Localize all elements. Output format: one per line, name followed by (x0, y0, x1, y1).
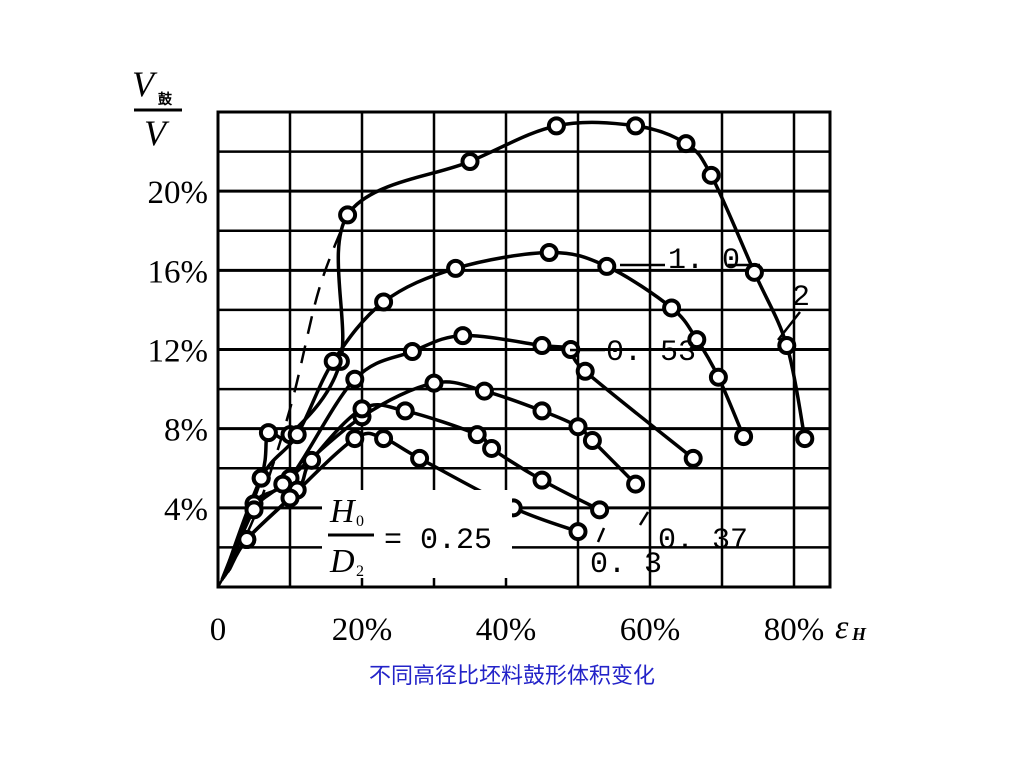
data-point (287, 425, 307, 445)
data-point (258, 423, 278, 443)
x-tick-label: 60% (620, 612, 681, 648)
x-tick-labels: 0 20% 40% 60% 80% (210, 612, 825, 648)
data-point (532, 470, 552, 490)
y-tick-label: 20% (148, 175, 209, 211)
data-point (626, 474, 646, 494)
series-dashed-2 (216, 214, 349, 588)
leader-line (638, 511, 650, 526)
data-point (374, 292, 394, 312)
data-point (734, 427, 754, 447)
data-point (676, 134, 696, 154)
y-tick-label: 8% (164, 413, 208, 449)
data-point (345, 369, 365, 389)
data-point (352, 399, 372, 419)
leader-line (777, 311, 801, 341)
series-labels: 2 1. 0 0. 53 0. 370. 3 (570, 244, 810, 582)
data-point (424, 373, 444, 393)
svg-text:V: V (144, 113, 170, 153)
data-point (280, 488, 300, 508)
data-point (568, 417, 588, 437)
svg-text:H: H (851, 624, 867, 644)
data-point (244, 500, 264, 520)
chart-grid (216, 110, 832, 589)
x-tick-label: 20% (332, 612, 393, 648)
y-tick-label: 12% (148, 334, 209, 370)
series-label-2: 2 (792, 281, 810, 315)
data-point (395, 401, 415, 421)
data-point (708, 367, 728, 387)
svg-text:V: V (132, 64, 158, 104)
x-tick-label: 0 (210, 612, 227, 648)
data-point (701, 165, 721, 185)
figure-caption: 不同高径比坯料鼓形体积变化 (368, 664, 655, 689)
data-point (575, 361, 595, 381)
data-point (302, 450, 322, 470)
x-tick-label: 40% (476, 612, 537, 648)
data-point (323, 351, 343, 371)
data-point (345, 429, 365, 449)
data-point (237, 530, 257, 549)
data-point (402, 341, 422, 361)
data-point (744, 262, 764, 282)
svg-text:2: 2 (356, 563, 364, 580)
legend-fraction: H 0 D 2 = 0.25 (322, 490, 512, 580)
legend-equals-value: = 0.25 (384, 524, 492, 558)
y-tick-label: 4% (164, 492, 208, 528)
data-point (626, 116, 646, 136)
data-point (546, 116, 566, 136)
data-point (539, 243, 559, 263)
data-point (582, 431, 602, 451)
svg-text:D: D (329, 543, 355, 580)
data-point (453, 326, 473, 346)
data-point (683, 448, 703, 468)
series-markers (237, 116, 815, 549)
svg-text:鼓: 鼓 (158, 91, 173, 108)
svg-text:0: 0 (356, 513, 364, 530)
y-tick-label: 16% (148, 254, 209, 290)
y-tick-labels: 4% 8% 12% 16% 20% (148, 175, 209, 528)
y-axis-title: V 鼓 V (132, 64, 182, 153)
series-label-0.37: 0. 37 (658, 524, 748, 558)
data-point (687, 330, 707, 350)
data-point (597, 256, 617, 276)
series-label-0.53: 0. 53 (606, 336, 696, 370)
data-point (532, 336, 552, 356)
data-point (590, 500, 610, 520)
data-point (467, 425, 487, 445)
series-label-0.3: 0. 3 (590, 548, 662, 582)
data-point (446, 258, 466, 278)
svg-text:ε: ε (835, 609, 849, 646)
x-tick-label: 80% (764, 612, 825, 648)
data-point (568, 522, 588, 542)
leader-line (596, 527, 606, 543)
series-label-1.0: 1. 0 (668, 244, 740, 278)
svg-text:H: H (329, 493, 357, 530)
data-point (777, 336, 797, 356)
data-point (338, 205, 358, 225)
data-point (474, 381, 494, 401)
data-point (482, 438, 502, 458)
data-point (532, 401, 552, 421)
data-point (374, 429, 394, 449)
data-point (662, 298, 682, 318)
data-point (251, 468, 271, 488)
data-point (460, 151, 480, 171)
x-axis-title: ε H (835, 609, 867, 646)
data-point (410, 448, 430, 468)
data-point (795, 429, 815, 449)
